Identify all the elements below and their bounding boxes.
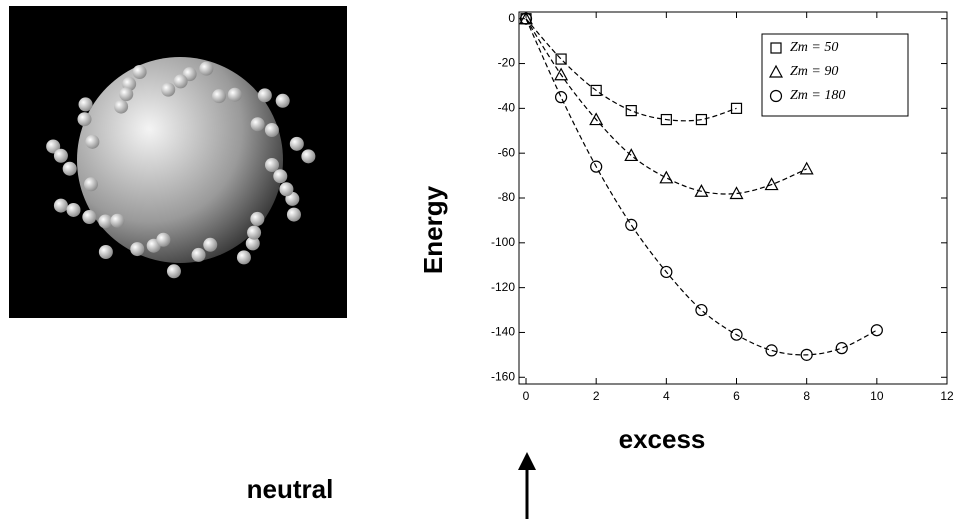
marker	[800, 348, 813, 361]
y-tick-label: -100	[491, 235, 515, 249]
marker	[729, 186, 744, 200]
marker	[730, 328, 743, 341]
x-tick-label: 4	[663, 389, 670, 403]
y-tick-label: -120	[491, 280, 515, 294]
marker	[765, 344, 778, 357]
legend-label: Zm = 180	[790, 88, 845, 103]
series-line	[525, 18, 737, 122]
x-axis-label: excess	[619, 424, 706, 454]
marker	[625, 218, 638, 231]
marker	[659, 170, 674, 184]
marker	[589, 112, 604, 126]
marker	[730, 102, 743, 114]
sphere-image	[9, 6, 347, 318]
legend	[761, 33, 909, 117]
marker	[554, 67, 569, 81]
annotation: neutral	[247, 474, 334, 504]
marker	[835, 342, 848, 355]
marker	[870, 324, 883, 337]
y-tick-label: -40	[498, 101, 516, 115]
marker	[695, 303, 708, 317]
y-tick-label: 0	[508, 11, 515, 25]
y-tick-label: -160	[491, 369, 515, 383]
y-tick-label: -80	[498, 190, 516, 204]
marker	[590, 84, 602, 97]
marker	[764, 177, 779, 191]
marker	[625, 105, 637, 117]
arrow	[518, 452, 536, 519]
marker	[770, 42, 782, 54]
legend-label: Zm = 90	[790, 64, 838, 79]
series-line	[525, 18, 807, 195]
x-tick-label: 6	[733, 389, 740, 403]
marker	[694, 184, 709, 197]
marker	[555, 53, 567, 65]
marker	[590, 160, 603, 173]
x-tick-label: 2	[593, 389, 600, 403]
y-tick-label: -140	[491, 325, 515, 339]
marker	[769, 89, 783, 103]
marker	[799, 161, 814, 175]
y-tick-label: -20	[498, 56, 516, 70]
marker	[519, 12, 533, 25]
marker	[624, 148, 639, 162]
y-tick-label: -60	[498, 145, 516, 159]
marker	[660, 265, 673, 279]
y-axis-label: Energy	[418, 185, 448, 274]
legend-label: Zm = 50	[790, 40, 838, 55]
x-tick-label: 10	[870, 389, 884, 403]
x-tick-label: 0	[523, 389, 530, 403]
x-tick-label: 12	[940, 389, 954, 403]
marker	[554, 91, 568, 104]
marker	[695, 113, 708, 126]
x-tick-label: 8	[803, 389, 810, 403]
marker	[768, 64, 784, 78]
marker	[660, 113, 672, 126]
